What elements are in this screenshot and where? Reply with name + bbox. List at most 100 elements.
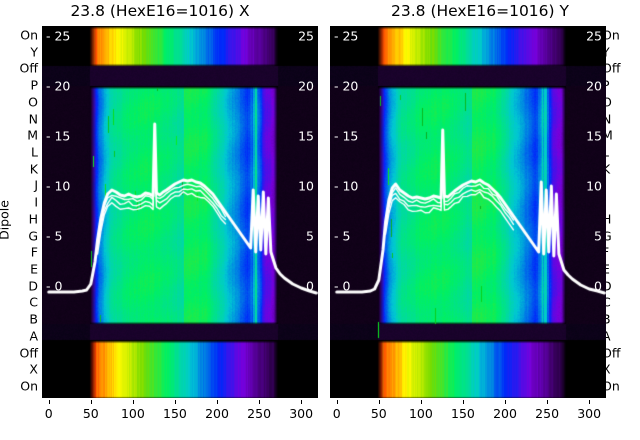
y-tick-label: O bbox=[602, 94, 612, 110]
y-numeric-tick-label: - 15 bbox=[46, 128, 71, 144]
y-tick-label: C bbox=[602, 294, 611, 310]
y-numeric-tick-label: 0 bbox=[594, 278, 602, 294]
x-tick-mark bbox=[132, 400, 134, 404]
y-tick-label: Y bbox=[30, 44, 38, 60]
y-tick-label: E bbox=[30, 261, 38, 277]
y-tick-label: A bbox=[602, 328, 611, 344]
y-tick-label: H bbox=[602, 211, 612, 227]
y-tick-label: On bbox=[20, 27, 38, 43]
y-numeric-tick-label: - 25 bbox=[46, 28, 71, 44]
x-tick-mark bbox=[462, 400, 464, 404]
y-numeric-tick-label: - 5 bbox=[334, 228, 351, 244]
x-tick-label: 0 bbox=[44, 406, 53, 421]
panel-x-spectrogram-canvas bbox=[42, 26, 318, 398]
x-tick-mark bbox=[174, 400, 176, 404]
x-tick-label: 100 bbox=[120, 406, 145, 421]
y-tick-label: M bbox=[602, 127, 613, 143]
x-tick-label: 50 bbox=[82, 406, 99, 421]
y-tick-label: Off bbox=[602, 345, 621, 361]
y-tick-label: P bbox=[30, 77, 38, 93]
x-tick-mark bbox=[420, 400, 422, 404]
x-tick-label: 300 bbox=[577, 406, 602, 421]
y-tick-label: X bbox=[29, 361, 38, 377]
x-tick-label: 150 bbox=[163, 406, 187, 421]
y-tick-label: G bbox=[28, 228, 38, 244]
y-tick-label: A bbox=[29, 328, 38, 344]
y-tick-label: B bbox=[602, 311, 611, 327]
x-tick-mark bbox=[301, 400, 303, 404]
y-numeric-tick-label: 0 bbox=[306, 278, 314, 294]
y-numeric-tick-label: - 15 bbox=[334, 128, 359, 144]
panel-y-spectrogram-canvas bbox=[330, 26, 606, 398]
panel-x-title: 23.8 (HexE16=1016) X bbox=[70, 2, 250, 20]
y-numeric-tick-label: - 10 bbox=[46, 178, 71, 194]
x-tick-label: 100 bbox=[408, 406, 433, 421]
x-tick-mark bbox=[259, 400, 261, 404]
y-numeric-tick-label: 5 bbox=[594, 228, 602, 244]
x-tick-label: 250 bbox=[535, 406, 560, 421]
y-numeric-tick-label: - 25 bbox=[334, 28, 359, 44]
y-tick-label: F bbox=[30, 244, 38, 260]
y-numeric-tick-label: - 10 bbox=[334, 178, 359, 194]
y-numeric-tick-label: - 0 bbox=[46, 278, 63, 294]
y-tick-label: H bbox=[28, 211, 38, 227]
y-tick-label: G bbox=[602, 228, 612, 244]
x-tick-mark bbox=[90, 400, 92, 404]
y-numeric-tick-label: 25 bbox=[586, 28, 602, 44]
x-tick-label: 250 bbox=[247, 406, 272, 421]
panel-y-x-axis: 0 50 100 150 200 250 300 bbox=[330, 400, 606, 430]
y-tick-label: M bbox=[27, 127, 38, 143]
y-numeric-tick-label: - 20 bbox=[334, 78, 359, 94]
x-tick-label: 200 bbox=[493, 406, 517, 421]
y-numeric-tick-label: 15 bbox=[298, 128, 314, 144]
y-tick-label: K bbox=[29, 161, 38, 177]
x-tick-mark bbox=[547, 400, 549, 404]
y-numeric-tick-label: 15 bbox=[586, 128, 602, 144]
y-tick-label: O bbox=[28, 94, 38, 110]
x-tick-label: 200 bbox=[205, 406, 229, 421]
panel-x-y-category-ticks: On Y Off P O N M L K J I H G F E D C B A Off X On bbox=[0, 26, 38, 398]
panel-y: 23.8 (HexE16=1016) Y OnYOffPONMLKJIHGFED… bbox=[320, 0, 640, 440]
x-tick-label: 0 bbox=[332, 406, 341, 421]
y-tick-label: D bbox=[28, 278, 38, 294]
y-tick-label: L bbox=[31, 144, 38, 160]
y-numeric-tick-label: 20 bbox=[586, 78, 602, 94]
y-numeric-tick-label: - 20 bbox=[46, 78, 71, 94]
y-tick-label: On bbox=[602, 27, 620, 43]
panel-y-title: 23.8 (HexE16=1016) Y bbox=[391, 2, 569, 20]
x-tick-label: 300 bbox=[289, 406, 314, 421]
x-tick-mark bbox=[505, 400, 507, 404]
y-tick-label: I bbox=[34, 194, 38, 210]
x-tick-mark bbox=[589, 400, 591, 404]
panel-x-x-axis: 0 50 100 150 200 250 300 bbox=[42, 400, 318, 430]
y-tick-label: Off bbox=[602, 60, 621, 76]
y-numeric-tick-label: - 0 bbox=[334, 278, 351, 294]
y-tick-label: N bbox=[602, 111, 612, 127]
y-tick-label: Off bbox=[19, 60, 38, 76]
y-numeric-tick-label: 10 bbox=[586, 178, 602, 194]
y-tick-label: On bbox=[602, 378, 620, 394]
y-tick-label: On bbox=[20, 378, 38, 394]
y-numeric-tick-label: - 5 bbox=[46, 228, 63, 244]
panel-y-plot-area[interactable]: - 25 - 20 - 15 - 10 - 5 - 0 25 20 15 10 5 0 bbox=[330, 26, 606, 398]
x-tick-mark bbox=[48, 400, 50, 404]
y-tick-label: C bbox=[29, 294, 38, 310]
y-tick-label: K bbox=[602, 161, 611, 177]
y-tick-label: B bbox=[29, 311, 38, 327]
x-tick-label: 150 bbox=[451, 406, 475, 421]
y-tick-label: X bbox=[602, 361, 611, 377]
y-tick-label: Off bbox=[19, 345, 38, 361]
y-numeric-tick-label: 25 bbox=[298, 28, 314, 44]
y-tick-label: D bbox=[602, 278, 612, 294]
y-tick-label: J bbox=[34, 177, 38, 193]
panel-x: 23.8 (HexE16=1016) X Dipole On Y Off P O N M L K… bbox=[0, 2, 318, 430]
panel-x-plot-area[interactable]: - 25 - 20 - 15 - 10 - 5 - 0 25 20 15 10 5 0 bbox=[42, 26, 318, 398]
x-tick-mark bbox=[336, 400, 338, 404]
x-tick-mark bbox=[217, 400, 219, 404]
y-numeric-tick-label: 10 bbox=[298, 178, 314, 194]
y-numeric-tick-label: 5 bbox=[306, 228, 314, 244]
y-tick-label: N bbox=[28, 111, 38, 127]
x-tick-label: 50 bbox=[370, 406, 387, 421]
